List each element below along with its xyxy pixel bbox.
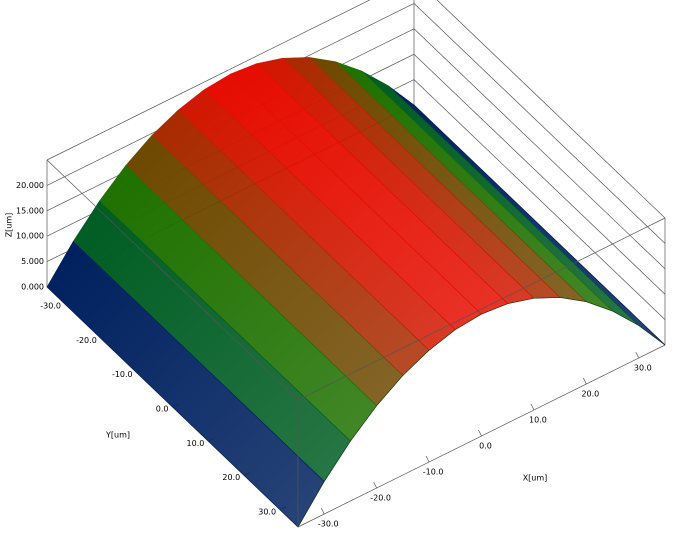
x-tick-label: 30.0 [634, 364, 652, 373]
y-axis-label: Y[um] [105, 431, 130, 440]
x-tick-label: -10.0 [423, 468, 444, 477]
surface [46, 56, 666, 528]
x-tick-label: -20.0 [370, 494, 391, 503]
y-tick-label: 30.0 [258, 507, 276, 516]
tick-mark [635, 351, 640, 359]
y-tick-label: -10.0 [112, 370, 133, 379]
y-tick-label: -30.0 [40, 302, 61, 311]
box-edge [436, 0, 666, 219]
tick-mark [478, 429, 482, 437]
y-tick-label: 10.0 [187, 439, 205, 448]
z-axis-label: Z[um] [5, 213, 14, 238]
x-tick-label: 20.0 [581, 390, 599, 399]
z-tick-label: 0.000 [21, 283, 44, 292]
x-tick-label: 10.0 [529, 416, 547, 425]
box-front [46, 159, 666, 528]
x-tick-label: 0.0 [479, 442, 492, 451]
z-tick-label: 15.000 [16, 206, 44, 215]
grid-line [413, 28, 666, 270]
surface-front-edge [297, 297, 666, 528]
tick-mark [530, 403, 535, 411]
grid-line [413, 3, 666, 244]
box-edge [46, 0, 371, 161]
z-tick-label: 10.000 [16, 232, 44, 241]
y-tick-label: 0.0 [156, 405, 169, 414]
z-tick-label: 5.000 [21, 257, 44, 266]
x-tick-label: -30.0 [318, 520, 339, 529]
x-axis-label: X[um] [523, 474, 548, 483]
box-edge [46, 159, 299, 401]
tick-mark [373, 481, 377, 489]
box-edge [297, 217, 666, 401]
y-tick-label: -20.0 [76, 336, 97, 345]
y-tick-label: 20.0 [222, 473, 240, 482]
tick-mark [425, 455, 430, 463]
grid-line [413, 79, 666, 320]
tick-mark [320, 507, 325, 515]
tick-mark [583, 377, 587, 385]
z-tick-label: 20.000 [16, 181, 44, 190]
grid-line [413, 53, 666, 295]
